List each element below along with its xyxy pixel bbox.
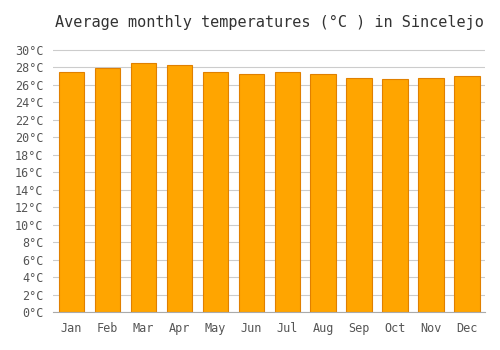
Bar [418, 78, 444, 312]
Bar [274, 71, 299, 312]
Bar [310, 74, 336, 312]
Bar [58, 71, 84, 312]
Bar [202, 71, 228, 312]
Bar [382, 79, 407, 312]
Bar [94, 68, 120, 312]
Bar [238, 74, 264, 312]
Title: Average monthly temperatures (°C ) in Sincelejo: Average monthly temperatures (°C ) in Si… [54, 15, 484, 30]
Bar [166, 65, 192, 312]
Bar [454, 76, 479, 312]
Bar [346, 78, 372, 312]
Bar [130, 63, 156, 312]
